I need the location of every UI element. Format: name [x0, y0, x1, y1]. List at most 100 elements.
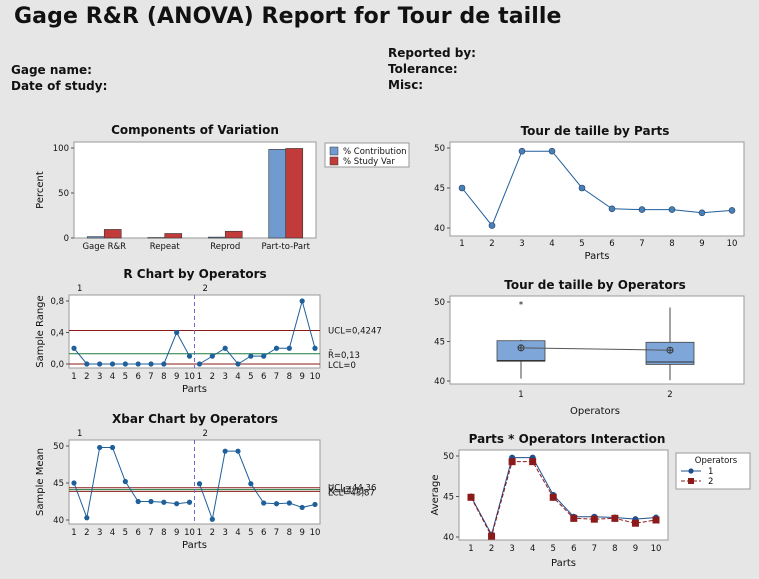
data-point: [209, 353, 215, 359]
chart-title: R Chart by Operators: [123, 267, 266, 281]
x-tick-label: 4: [235, 528, 240, 538]
data-point: [135, 498, 141, 505]
legend-swatch: [329, 146, 339, 156]
series-line: [470, 461, 657, 538]
x-tick-label: 9: [633, 544, 638, 554]
data-point: [570, 514, 578, 522]
x-tick-label: Gage R&R: [82, 242, 126, 252]
data-point: [488, 532, 496, 540]
x-tick-label: 5: [551, 544, 556, 554]
data-point: [728, 207, 736, 214]
y-tick-label: 0: [64, 234, 69, 244]
x-tick-label: 6: [261, 528, 266, 538]
data-point: [529, 458, 537, 466]
x-tick-label: 4: [110, 528, 115, 538]
y-tick-label: 45: [434, 184, 445, 194]
x-tick-label: 1: [71, 372, 76, 382]
plot-area: [449, 141, 745, 237]
x-tick-label: 10: [651, 544, 662, 554]
data-point: [299, 504, 305, 511]
data-point: [578, 184, 586, 192]
x-tick-label: 8: [161, 372, 166, 382]
legend-label: % Study Var: [343, 157, 395, 167]
x-tick-label: 7: [148, 528, 153, 538]
x-axis-label: Parts: [551, 558, 576, 569]
y-tick-label: 0,0: [50, 360, 64, 370]
center-label: R̄=0,13: [328, 349, 360, 361]
data-point: [135, 361, 141, 367]
data-point: [122, 478, 128, 485]
data-point: [458, 184, 466, 192]
legend-marker: [688, 468, 694, 474]
data-point: [196, 361, 203, 367]
reported-by-label: Reported by:: [388, 46, 476, 60]
x-tick-label: 8: [669, 239, 674, 249]
chart-title: Tour de taille by Parts: [521, 124, 670, 138]
legend-title: Operators: [695, 456, 738, 466]
panel-label: 2: [203, 284, 208, 294]
legend-swatch: [329, 156, 339, 166]
data-point: [248, 481, 254, 487]
tolerance-label: Tolerance:: [388, 62, 458, 76]
data-point: [488, 222, 496, 229]
y-tick-label: 50: [434, 144, 445, 154]
lcl-label: LCL=43,87: [328, 488, 375, 498]
y-tick-label: 50: [53, 442, 64, 452]
data-point: [161, 499, 167, 505]
x-tick-label: 3: [97, 372, 102, 382]
data-point: [652, 516, 660, 524]
panel-label: 2: [203, 429, 208, 439]
legend-label: 2: [708, 477, 713, 487]
x-tick-label: 8: [287, 372, 292, 382]
data-point: [508, 458, 516, 466]
data-point: [638, 206, 646, 213]
x-tick-label: 7: [274, 528, 279, 538]
x-tick-label: 6: [135, 528, 140, 538]
data-point: [286, 345, 292, 351]
data-point: [611, 514, 619, 522]
data-point: [273, 501, 280, 507]
data-point: [312, 345, 318, 351]
x-tick-label: 4: [530, 544, 535, 554]
mean-line: [461, 150, 733, 227]
x-tick-label: 4: [549, 239, 554, 249]
y-axis-label: Percent: [35, 171, 46, 209]
data-point: [235, 361, 241, 367]
center-label: X̄=44,11: [328, 485, 365, 497]
data-point: [174, 329, 180, 336]
x-tick-label: 10: [310, 372, 321, 382]
x-tick-label: Reprod: [210, 242, 240, 252]
data-point: [97, 444, 103, 451]
panel-label: 1: [77, 284, 82, 294]
x-tick-label: 5: [123, 372, 128, 382]
bar: [86, 236, 105, 239]
bar: [224, 230, 243, 239]
meta-right: Reported by: Tolerance: Misc:: [388, 45, 476, 93]
lcl-label: LCL=0: [328, 361, 356, 371]
data-point: [548, 147, 556, 155]
data-point: [84, 515, 90, 521]
x-axis-label: Parts: [182, 384, 207, 395]
mean-connect-line: [520, 347, 671, 351]
x-tick-label: 2: [489, 544, 494, 554]
bar: [285, 148, 304, 239]
data-point: [148, 361, 154, 367]
plot-area: [449, 295, 745, 385]
x-tick-label: 1: [71, 528, 76, 538]
x-tick-label: 6: [609, 239, 614, 249]
x-tick-label: 1: [459, 239, 464, 249]
x-tick-label: Repeat: [150, 242, 181, 252]
y-tick-label: 50: [58, 189, 69, 199]
data-point: [590, 515, 598, 523]
x-tick-label: 3: [519, 239, 524, 249]
data-point: [261, 353, 267, 359]
x-tick-label: 9: [299, 528, 304, 538]
x-tick-label: 8: [287, 528, 292, 538]
x-tick-label: 9: [299, 372, 304, 382]
panel-label: 1: [77, 429, 82, 439]
legend-label: % Contribution: [343, 147, 407, 157]
legend-label: 1: [708, 467, 713, 477]
data-point: [299, 298, 305, 304]
x-tick-label: 2: [489, 239, 494, 249]
